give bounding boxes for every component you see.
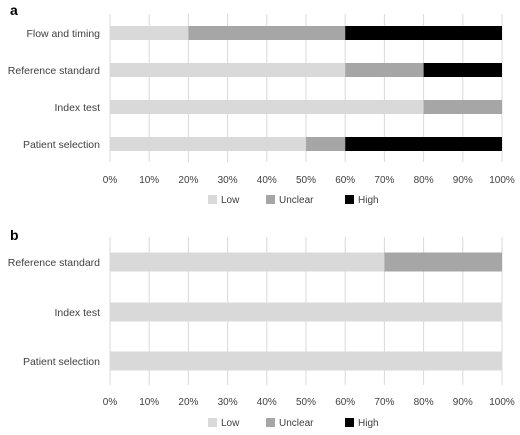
x-tick-label: 50% (296, 175, 316, 186)
bar-low-reference-standard (110, 252, 385, 272)
bar-unclear-reference-standard (345, 63, 424, 77)
x-tick-label: 60% (335, 397, 355, 408)
bar-unclear-index-test (423, 100, 502, 114)
legend-label-high: High (358, 195, 379, 206)
legend-label-low: Low (221, 195, 240, 206)
x-tick-label: 100% (489, 175, 515, 186)
x-tick-label: 10% (139, 175, 159, 186)
bar-low-reference-standard (110, 63, 346, 77)
category-label: Index test (54, 307, 100, 319)
x-tick-label: 90% (453, 397, 473, 408)
legend-swatch-low (208, 418, 217, 427)
bar-unclear-reference-standard (384, 252, 502, 272)
x-tick-label: 30% (218, 397, 238, 408)
category-label: Reference standard (8, 65, 100, 77)
x-tick-label: 90% (453, 175, 473, 186)
bar-low-index-test (110, 100, 424, 114)
legend-swatch-unclear (266, 195, 275, 204)
x-tick-label: 70% (374, 175, 394, 186)
category-label: Patient selection (23, 356, 100, 368)
bar-low-flow-and-timing (110, 26, 189, 40)
legend-swatch-high (345, 195, 354, 204)
x-tick-label: 50% (296, 397, 316, 408)
legend-label-low: Low (221, 418, 240, 429)
x-tick-label: 10% (139, 397, 159, 408)
x-tick-label: 40% (257, 397, 277, 408)
panel-label: a (10, 2, 18, 18)
bar-low-patient-selection (110, 351, 502, 371)
chart-panel-b: b Reference standard Index test Patient sel… (8, 227, 515, 429)
legend-swatch-low (208, 195, 217, 204)
category-label: Flow and timing (26, 28, 100, 40)
bar-unclear-patient-selection (306, 137, 346, 151)
category-label: Reference standard (8, 257, 100, 269)
x-tick-label: 30% (218, 175, 238, 186)
panel-label: b (10, 227, 19, 243)
x-tick-label: 80% (414, 175, 434, 186)
x-tick-label: 0% (103, 397, 118, 408)
x-tick-label: 60% (335, 175, 355, 186)
x-tick-label: 100% (489, 397, 515, 408)
bar-low-patient-selection (110, 137, 306, 151)
legend-swatch-unclear (266, 418, 275, 427)
bar-unclear-flow-and-timing (188, 26, 346, 40)
bar-high-patient-selection (345, 137, 502, 151)
x-tick-label: 20% (178, 175, 198, 186)
bar-high-reference-standard (423, 63, 502, 77)
legend-label-unclear: Unclear (279, 418, 314, 429)
category-label: Patient selection (23, 139, 100, 151)
x-tick-label: 70% (374, 397, 394, 408)
bar-low-index-test (110, 302, 502, 322)
bar-high-flow-and-timing (345, 26, 502, 40)
x-tick-label: 0% (103, 175, 118, 186)
category-label: Index test (54, 102, 100, 114)
chart-panel-a: a Flow and timing Reference standard Index … (8, 2, 515, 206)
x-tick-label: 40% (257, 175, 277, 186)
legend-label-high: High (358, 418, 379, 429)
x-tick-label: 20% (178, 397, 198, 408)
x-tick-label: 80% (414, 397, 434, 408)
legend-swatch-high (345, 418, 354, 427)
legend-label-unclear: Unclear (279, 195, 314, 206)
